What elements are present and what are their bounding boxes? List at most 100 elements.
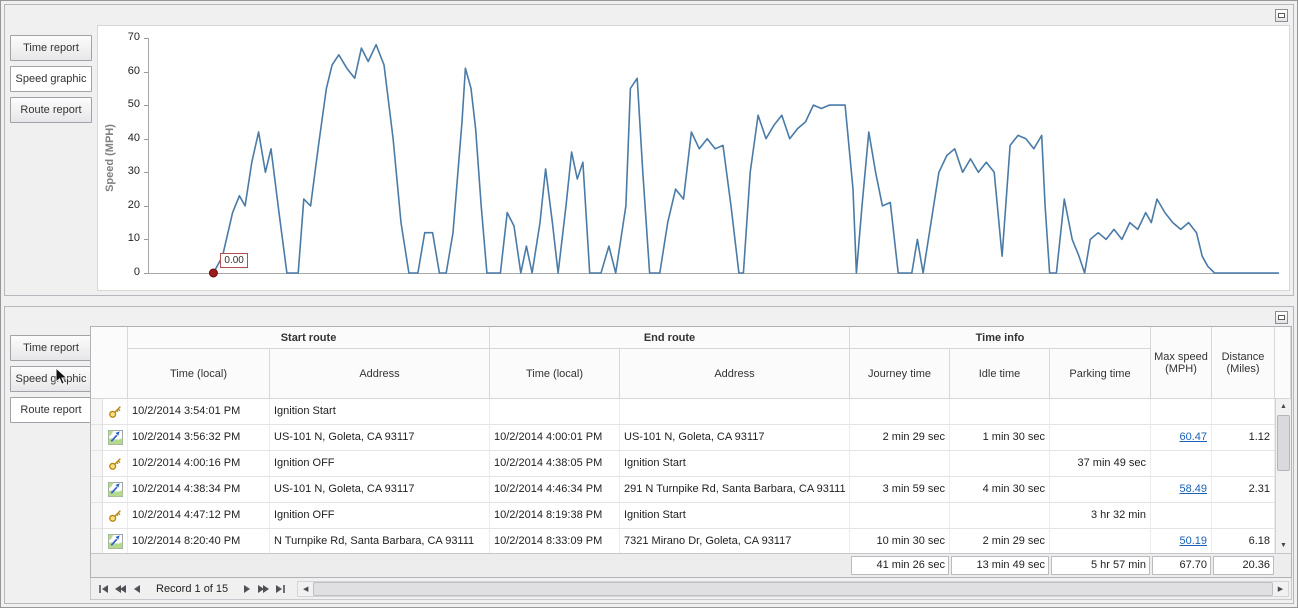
first-record-button[interactable] bbox=[95, 581, 112, 597]
tab-route-report-bottom[interactable]: Route report bbox=[10, 397, 92, 423]
end-address-cell: 7321 Mirano Dr, Goleta, CA 93117 bbox=[620, 529, 850, 553]
row-indicator bbox=[91, 425, 103, 450]
max-speed-cell[interactable]: 60.47 bbox=[1151, 425, 1212, 450]
group-header-start-route[interactable]: Start route bbox=[128, 327, 490, 349]
route-icon bbox=[103, 425, 128, 450]
distance-cell: 6.18 bbox=[1212, 529, 1275, 553]
row-indicator bbox=[91, 477, 103, 502]
journey-time-cell: 2 min 29 sec bbox=[850, 425, 950, 450]
parking-time-cell bbox=[1050, 477, 1151, 502]
column-header-distance[interactable]: Distance (Miles) bbox=[1212, 327, 1275, 399]
tab-time-report-top[interactable]: Time report bbox=[10, 35, 92, 61]
chart-plot-area[interactable]: 0.00 bbox=[148, 38, 1279, 278]
distance-cell bbox=[1212, 451, 1275, 476]
table-row[interactable]: 10/2/2014 4:38:34 PM US-101 N, Goleta, C… bbox=[91, 477, 1291, 503]
route-icon bbox=[103, 477, 128, 502]
table-header: Start route Time (local) Address End rou… bbox=[91, 327, 1291, 399]
scroll-right-icon[interactable]: ▶ bbox=[1277, 585, 1284, 593]
scroll-down-icon[interactable]: ▼ bbox=[1280, 542, 1287, 549]
key-icon bbox=[103, 451, 128, 476]
collapse-icon bbox=[1278, 13, 1285, 18]
column-header-journey-time[interactable]: Journey time bbox=[850, 349, 950, 399]
journey-time-cell: 10 min 30 sec bbox=[850, 529, 950, 553]
idle-time-cell bbox=[950, 503, 1050, 528]
group-header-end-route[interactable]: End route bbox=[490, 327, 850, 349]
parking-time-cell: 37 min 49 sec bbox=[1050, 451, 1151, 476]
idle-time-cell: 1 min 30 sec bbox=[950, 425, 1050, 450]
header-corner-cell bbox=[91, 327, 128, 399]
row-indicator bbox=[91, 529, 103, 553]
collapse-icon bbox=[1278, 315, 1285, 320]
start-address-cell: Ignition OFF bbox=[270, 451, 490, 476]
column-header-idle-time[interactable]: Idle time bbox=[950, 349, 1050, 399]
summary-max-speed: 67.70 bbox=[1152, 556, 1211, 575]
horizontal-scrollbar-thumb[interactable] bbox=[313, 581, 1273, 596]
table-row[interactable]: 10/2/2014 3:56:32 PM US-101 N, Goleta, C… bbox=[91, 425, 1291, 451]
record-count-label: Record 1 of 15 bbox=[156, 582, 229, 595]
column-header-end-time[interactable]: Time (local) bbox=[490, 349, 620, 399]
column-header-start-time[interactable]: Time (local) bbox=[128, 349, 270, 399]
speed-marker-label: 0.00 bbox=[220, 253, 248, 268]
tab-time-report-bottom[interactable]: Time report bbox=[10, 335, 92, 361]
parking-time-cell bbox=[1050, 425, 1151, 450]
summary-row: 41 min 26 sec 13 min 49 sec 5 hr 57 min … bbox=[91, 553, 1291, 577]
scroll-up-icon[interactable]: ▲ bbox=[1280, 403, 1287, 410]
column-header-start-address[interactable]: Address bbox=[270, 349, 490, 399]
column-header-end-address[interactable]: Address bbox=[620, 349, 850, 399]
table-row[interactable]: 10/2/2014 4:00:16 PM Ignition OFF 10/2/2… bbox=[91, 451, 1291, 477]
tab-label: Route report bbox=[20, 104, 82, 116]
max-speed-cell[interactable]: 58.49 bbox=[1151, 477, 1212, 502]
start-time-cell: 10/2/2014 4:47:12 PM bbox=[128, 503, 270, 528]
key-icon bbox=[103, 503, 128, 528]
start-time-cell: 10/2/2014 4:00:16 PM bbox=[128, 451, 270, 476]
journey-time-cell: 3 min 59 sec bbox=[850, 477, 950, 502]
vertical-scrollbar-thumb[interactable] bbox=[1277, 415, 1290, 471]
tab-label: Route report bbox=[20, 404, 82, 416]
key-icon bbox=[103, 399, 128, 424]
summary-journey-time: 41 min 26 sec bbox=[851, 556, 949, 575]
start-time-cell: 10/2/2014 8:20:40 PM bbox=[128, 529, 270, 553]
next-page-button[interactable] bbox=[255, 581, 272, 597]
end-address-cell: Ignition Start bbox=[620, 503, 850, 528]
previous-page-button[interactable] bbox=[112, 581, 129, 597]
tab-speed-graphic-top[interactable]: Speed graphic bbox=[10, 66, 92, 92]
time-info-group: Time info Journey time Idle time Parking… bbox=[850, 327, 1151, 399]
distance-cell bbox=[1212, 503, 1275, 528]
start-time-cell: 10/2/2014 3:54:01 PM bbox=[128, 399, 270, 424]
start-route-group: Start route Time (local) Address bbox=[128, 327, 490, 399]
end-address-cell: Ignition Start bbox=[620, 451, 850, 476]
previous-record-button[interactable] bbox=[129, 581, 146, 597]
scroll-left-icon[interactable]: ◀ bbox=[302, 585, 309, 593]
distance-cell bbox=[1212, 399, 1275, 424]
idle-time-cell: 2 min 29 sec bbox=[950, 529, 1050, 553]
column-header-parking-time[interactable]: Parking time bbox=[1050, 349, 1151, 399]
tab-speed-graphic-bottom[interactable]: Speed graphic bbox=[10, 366, 92, 392]
collapse-panel-button[interactable] bbox=[1275, 9, 1288, 22]
table-rows-viewport: 10/2/2014 3:54:01 PM Ignition Start 10/2… bbox=[91, 399, 1291, 553]
start-time-cell: 10/2/2014 4:38:34 PM bbox=[128, 477, 270, 502]
vertical-scrollbar[interactable]: ▲ ▼ bbox=[1275, 399, 1291, 553]
summary-distance: 20.36 bbox=[1213, 556, 1274, 575]
table-row[interactable]: 10/2/2014 8:20:40 PM N Turnpike Rd, Sant… bbox=[91, 529, 1291, 553]
summary-idle-time: 13 min 49 sec bbox=[951, 556, 1049, 575]
max-speed-cell bbox=[1151, 399, 1212, 424]
journey-time-cell bbox=[850, 399, 950, 424]
table-row[interactable]: 10/2/2014 4:47:12 PM Ignition OFF 10/2/2… bbox=[91, 503, 1291, 529]
start-address-cell: N Turnpike Rd, Santa Barbara, CA 93111 bbox=[270, 529, 490, 553]
journey-time-cell bbox=[850, 451, 950, 476]
column-header-max-speed[interactable]: Max speed (MPH) bbox=[1151, 327, 1212, 399]
end-time-cell: 10/2/2014 4:46:34 PM bbox=[490, 477, 620, 502]
end-address-cell bbox=[620, 399, 850, 424]
table-row[interactable]: 10/2/2014 3:54:01 PM Ignition Start bbox=[91, 399, 1291, 425]
summary-spacer bbox=[91, 554, 850, 577]
next-record-button[interactable] bbox=[238, 581, 255, 597]
group-header-time-info[interactable]: Time info bbox=[850, 327, 1151, 349]
last-record-button[interactable] bbox=[272, 581, 289, 597]
max-speed-cell[interactable]: 50.19 bbox=[1151, 529, 1212, 553]
collapse-panel-button[interactable] bbox=[1275, 311, 1288, 324]
end-address-cell: 291 N Turnpike Rd, Santa Barbara, CA 931… bbox=[620, 477, 850, 502]
tab-route-report-top[interactable]: Route report bbox=[10, 97, 92, 123]
end-route-group: End route Time (local) Address bbox=[490, 327, 850, 399]
horizontal-scrollbar[interactable]: ◀ ▶ bbox=[297, 580, 1289, 597]
